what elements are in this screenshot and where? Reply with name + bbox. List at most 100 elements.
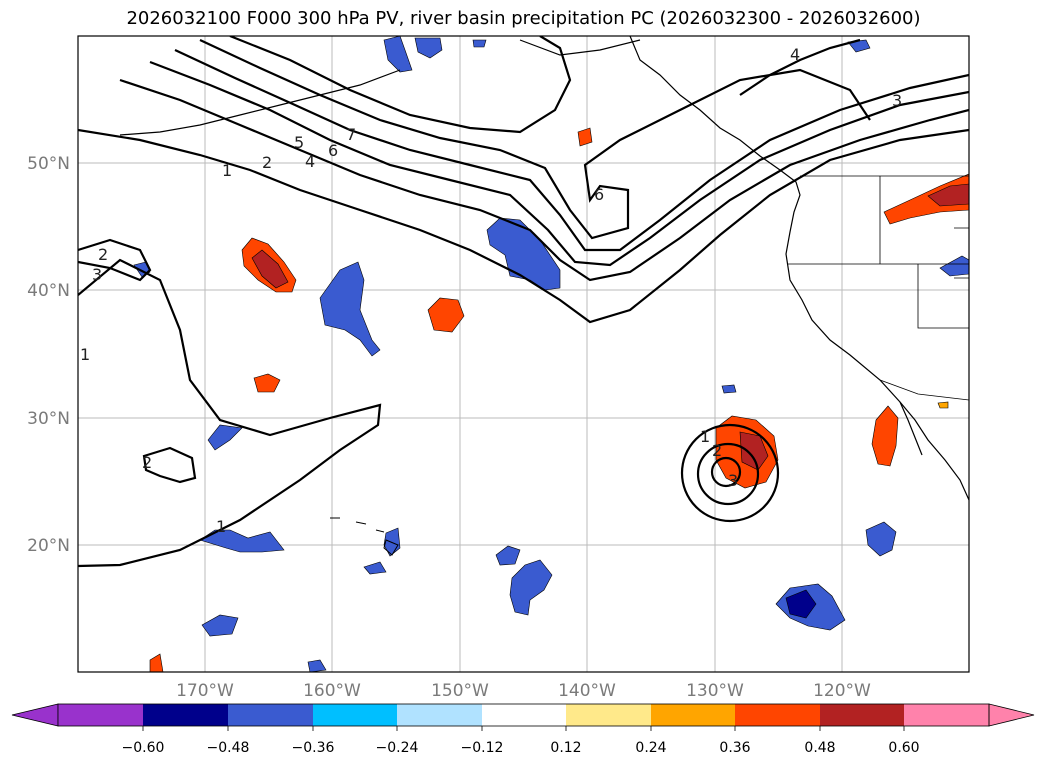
colorbar-swatch: [143, 704, 228, 726]
precip-blob: [883, 173, 969, 225]
precip-blob: [251, 249, 289, 289]
precip-blob: [319, 261, 381, 357]
contour-label: 6: [594, 185, 604, 204]
pv-contour-1-south: [78, 258, 382, 568]
colorbar-tick-label: 0.48: [804, 740, 835, 756]
colorbar-frame: [57, 703, 990, 727]
colorbar-extend-low: [11, 703, 59, 727]
longitude-labels: 170°W 160°W 150°W 140°W 130°W 120°W: [176, 681, 871, 701]
contour-label: 1: [700, 427, 710, 446]
colorbar-swatch: [566, 704, 651, 726]
lat-label: 40°N: [27, 281, 70, 301]
aleutian-islands: [119, 69, 401, 136]
colorbar-extend-high: [988, 703, 1035, 727]
colorbar-swatch: [904, 704, 989, 726]
colorbar-swatch: [397, 704, 482, 726]
colorbar-tick-label: −0.36: [292, 740, 335, 756]
colorbar-swatch: [735, 704, 820, 726]
pv-contour-2-south: [142, 446, 197, 484]
colorbar-tick-label: −0.48: [207, 740, 250, 756]
precip-blob: [927, 183, 969, 207]
contour-label: 1: [80, 345, 90, 364]
precip-blob: [939, 255, 969, 277]
colorbar-swatch: [228, 704, 313, 726]
colorbar-swatch: [820, 704, 904, 726]
colorbar-tick-label: −0.24: [376, 740, 419, 756]
lon-label: 160°W: [303, 681, 361, 701]
pv-contour-ring-1: [680, 423, 780, 523]
precip-blob: [383, 36, 413, 73]
colorbar-tick-label: −0.60: [122, 740, 165, 756]
precip-blob: [739, 431, 769, 471]
colorbar-swatch: [313, 704, 397, 726]
colorbar-tick-label: −0.12: [461, 740, 504, 756]
coastlines: [119, 36, 969, 501]
colorbar-tick-label: 0.24: [635, 740, 666, 756]
lon-label: 140°W: [558, 681, 616, 701]
lon-label: 120°W: [813, 681, 871, 701]
precip-blob: [937, 401, 949, 409]
contour-label: 2: [98, 245, 108, 264]
precip-blob: [201, 614, 239, 637]
lat-label: 30°N: [27, 409, 70, 429]
contour-label: 1: [216, 517, 226, 536]
map-frame: [77, 35, 970, 673]
precip-positive-regions: [149, 127, 969, 672]
precip-blob: [199, 529, 285, 553]
lat-label: 20°N: [27, 536, 70, 556]
colorbar-tick-label: 0.12: [550, 740, 581, 756]
precip-blob: [509, 559, 553, 616]
pv-contour-4: [149, 60, 969, 267]
us-state-borders: [788, 176, 969, 329]
hawaiian-islands: [330, 517, 399, 556]
precip-blob: [495, 545, 521, 566]
colorbar-tick-label: 0.36: [719, 740, 750, 756]
pv-contour-6: [199, 39, 871, 240]
contour-label: 4: [305, 152, 315, 171]
precip-blob: [414, 37, 443, 59]
contour-label: 1: [222, 161, 232, 180]
precip-blob: [363, 561, 387, 575]
precip-blob: [307, 659, 327, 672]
precip-blob: [721, 384, 737, 394]
alaska-coast: [519, 39, 641, 56]
contour-label: 4: [790, 45, 800, 64]
pv-contour-ring-3: [710, 456, 742, 488]
contour-label: 2: [712, 441, 722, 460]
pv-contour-5: [174, 49, 969, 252]
pv-contour-2: [119, 78, 969, 282]
lon-label: 130°W: [686, 681, 744, 701]
pv-contour-7: [229, 36, 572, 134]
colorbar-swatch: [58, 704, 143, 726]
precip-blob: [472, 39, 487, 48]
precip-blob: [253, 373, 281, 393]
map-background: [78, 36, 969, 672]
colorbar-ticks: [142, 726, 905, 731]
precip-negative-regions: [133, 36, 969, 672]
pv-contour-1: [78, 128, 969, 324]
pv-contour-4-north: [739, 38, 861, 96]
lon-label: 170°W: [176, 681, 234, 701]
country-borders: [788, 175, 969, 401]
precip-blob: [427, 297, 465, 333]
contour-label-group: 1 2 4 5 6 7 6 4 3 2 3 1 2 1 1 2 3: [80, 45, 902, 536]
colorbar-swatch: [651, 704, 735, 726]
baja-coast: [899, 401, 923, 456]
contour-label: 6: [328, 141, 338, 160]
contour-label: 2: [262, 153, 272, 172]
contour-label: 7: [346, 125, 356, 144]
north-america-coast: [629, 36, 969, 501]
contour-label: 3: [92, 265, 102, 284]
latitude-labels: 50°N 40°N 30°N 20°N: [27, 154, 70, 556]
lat-label: 50°N: [27, 154, 70, 174]
precip-blob: [149, 653, 164, 672]
precip-blob: [871, 405, 899, 467]
pv-contours: [78, 36, 969, 568]
colorbar: −0.60 −0.48 −0.36 −0.24 −0.12 0.12 0.24 …: [11, 703, 1035, 756]
contour-label: 3: [728, 471, 738, 490]
precip-blob: [577, 127, 593, 147]
contour-label: 5: [294, 133, 304, 152]
precip-blob: [785, 589, 817, 619]
precip-blob: [486, 217, 561, 291]
pv-contour-2-west: [78, 238, 152, 282]
